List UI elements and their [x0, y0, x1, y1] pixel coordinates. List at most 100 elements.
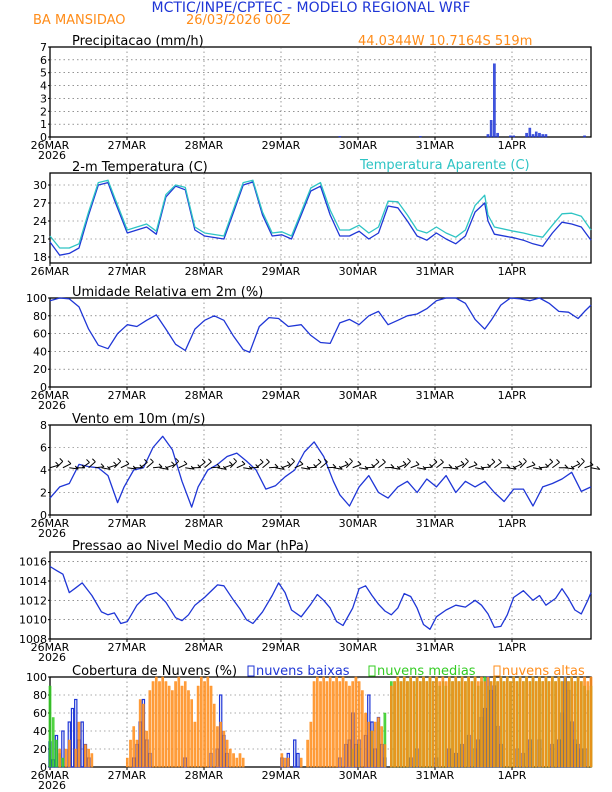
bar-nuvens-baixas: [296, 752, 300, 768]
bar-nuvens-altas: [390, 685, 393, 768]
bar-nuvens-altas: [183, 681, 187, 768]
x-tick-label: 26MAR: [31, 769, 70, 782]
bar-nuvens-altas: [164, 681, 168, 768]
x-tick-label: 1APR: [498, 769, 527, 782]
x-tick-label: 26MAR: [31, 517, 70, 530]
bar-precip: [493, 63, 496, 138]
y-tick-label: 30: [33, 179, 47, 192]
x-tick-label: 29MAR: [262, 265, 301, 278]
bar-nuvens-altas: [335, 676, 338, 768]
bar-nuvens-altas: [180, 685, 184, 768]
wind-barb-flag: [518, 460, 523, 465]
wind-barb-flag: [581, 457, 585, 462]
wind-barb: [494, 461, 502, 469]
x-tick-label: 31MAR: [416, 139, 455, 152]
bar-nuvens-altas: [77, 721, 81, 768]
wind-barb: [165, 464, 175, 469]
wind-barb: [552, 461, 560, 469]
y-tick-label: 100: [26, 292, 47, 305]
wind-barb: [391, 467, 401, 470]
bar-nuvens-altas: [544, 676, 548, 768]
wind-barb: [301, 467, 311, 470]
wind-barb: [429, 461, 438, 469]
bar-nuvens-altas: [196, 685, 200, 768]
bar-precip: [338, 136, 342, 138]
bar-nuvens-altas: [125, 757, 129, 768]
wind-barb: [127, 467, 137, 470]
legend-swatch: [247, 665, 255, 677]
wind-barb: [513, 463, 523, 469]
wind-barb-flag: [150, 458, 154, 463]
wind-barb-flag: [460, 460, 465, 465]
bar-nuvens-altas: [509, 681, 512, 768]
bar-nuvens-altas: [306, 739, 309, 768]
wind-barb: [178, 463, 188, 469]
bar-nuvens-altas: [425, 681, 429, 768]
wind-barb-flag: [491, 458, 496, 463]
x-tick-label: 1APR: [498, 389, 527, 402]
wind-barb-flag: [523, 457, 527, 462]
wind-barb: [565, 467, 575, 470]
x-tick-label: 1APR: [498, 517, 527, 530]
bar-nuvens-altas: [367, 721, 371, 768]
x-tick-label: 27MAR: [108, 139, 147, 152]
bar-nuvens-altas: [567, 681, 570, 768]
bar-nuvens-altas: [570, 676, 573, 768]
wind-barb: [352, 463, 362, 469]
wind-barb-flag: [402, 460, 407, 465]
bar-nuvens-altas: [354, 676, 358, 768]
wind-barb: [146, 461, 154, 469]
x-tick-label: 28MAR: [185, 769, 224, 782]
y-tick-label: 0: [40, 761, 47, 774]
header-run: 26/03/2026 00Z: [186, 13, 291, 28]
wind-barb: [577, 460, 585, 469]
bar-nuvens-altas: [222, 730, 226, 768]
wind-barb: [210, 466, 221, 469]
panel-title: Umidade Relativa em 2m (%): [72, 285, 263, 300]
wind-barb-flag: [259, 458, 264, 463]
bar-nuvens-altas: [315, 676, 319, 768]
bar-nuvens-altas: [216, 726, 219, 768]
x-tick-label: 29MAR: [262, 641, 301, 654]
wind-barb-flag: [407, 457, 411, 462]
bar-nuvens-altas: [351, 681, 355, 768]
wind-barb: [436, 461, 444, 469]
bar-nuvens-altas: [158, 681, 161, 768]
x-tick-label: 31MAR: [416, 641, 455, 654]
wind-barb: [507, 467, 517, 470]
y-tick-label: 1014: [19, 575, 47, 588]
wind-barb: [159, 467, 169, 470]
bar-nuvens-altas: [171, 690, 174, 768]
y-tick-label: 1008: [19, 633, 47, 646]
bar-precip: [509, 135, 512, 138]
bar-nuvens-altas: [473, 676, 477, 768]
wind-barb-flag: [498, 458, 502, 463]
bar-nuvens-altas: [499, 676, 503, 768]
panel-cloud: 0 20 40 60 80 100 26MAR 27MAR 28MAR 29MAR 30MAR 31M…: [26, 664, 593, 792]
bar-nuvens-altas: [586, 681, 590, 768]
wind-barb-flag: [448, 464, 453, 468]
wind-barb-flag: [171, 461, 175, 466]
bar-nuvens-altas: [203, 681, 206, 768]
wind-barb: [217, 467, 227, 470]
wind-barb-flag: [241, 460, 246, 465]
bar-nuvens-altas: [312, 681, 316, 768]
bar-nuvens-altas: [241, 757, 245, 768]
x-tick-label: 29MAR: [262, 769, 301, 782]
bar-nuvens-altas: [415, 676, 419, 768]
wind-barb-flag: [371, 463, 375, 468]
bar-nuvens-altas: [489, 681, 493, 768]
x-tick-label: 1APR: [498, 641, 527, 654]
bar-nuvens-altas: [319, 681, 322, 768]
wind-barb-flag: [349, 457, 353, 462]
wind-barb-flag: [59, 457, 64, 462]
bar-nuvens-altas: [393, 681, 396, 768]
wind-barb: [88, 461, 96, 469]
x-tick-label: 28MAR: [185, 389, 224, 402]
wind-barb: [229, 460, 237, 469]
x-tick-label: 27MAR: [108, 769, 147, 782]
wind-barb: [455, 463, 465, 469]
wind-barb: [223, 464, 233, 469]
wind-barb: [294, 463, 304, 469]
wind-barb-flag: [266, 458, 270, 463]
